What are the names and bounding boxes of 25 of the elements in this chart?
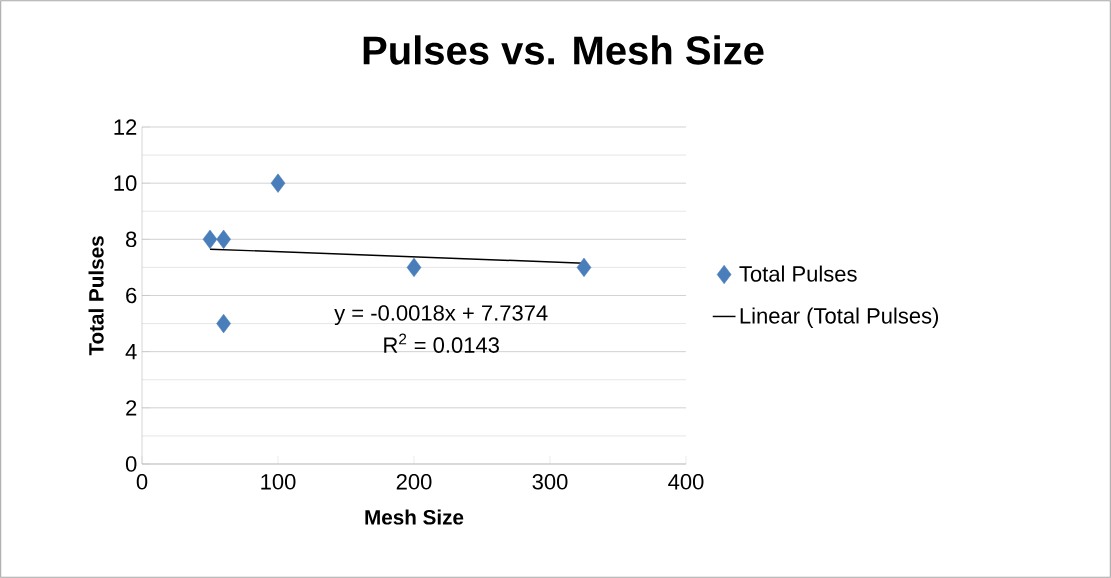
point [576,257,592,278]
x-tick-label: 100 [261,474,296,490]
point [216,313,231,334]
y-tick-label: 6 [126,287,137,304]
point [216,229,231,249]
point [406,257,422,278]
y-tick-label: 4 [125,344,137,360]
legend-label: Linear (Total Pulses) [740,307,939,328]
legend-label: Total Pulses [739,265,857,282]
x-tick-label: 0 [136,474,148,490]
x-tick-label: 300 [532,474,568,490]
y-tick-label: 0 [125,456,137,472]
annotation: R$^{2}$ = 0.0143 [384,333,499,353]
y-tick-label: 10 [114,175,137,191]
y-tick-label: 8 [126,231,137,248]
annotation: y = -0.0018x + 7.7374 [334,305,548,326]
y-tick-label: 12 [114,119,137,135]
x-tick-label: 200 [396,474,432,490]
point [270,173,286,193]
x-axis-title: Mesh Size [365,509,464,525]
chart-title: Pulses vs. Mesh Size [363,35,764,65]
y-tick-label: 2 [126,400,137,416]
point [202,229,218,249]
y-axis-title: Total Pulses [88,236,104,356]
x-tick-label: 400 [668,474,704,490]
